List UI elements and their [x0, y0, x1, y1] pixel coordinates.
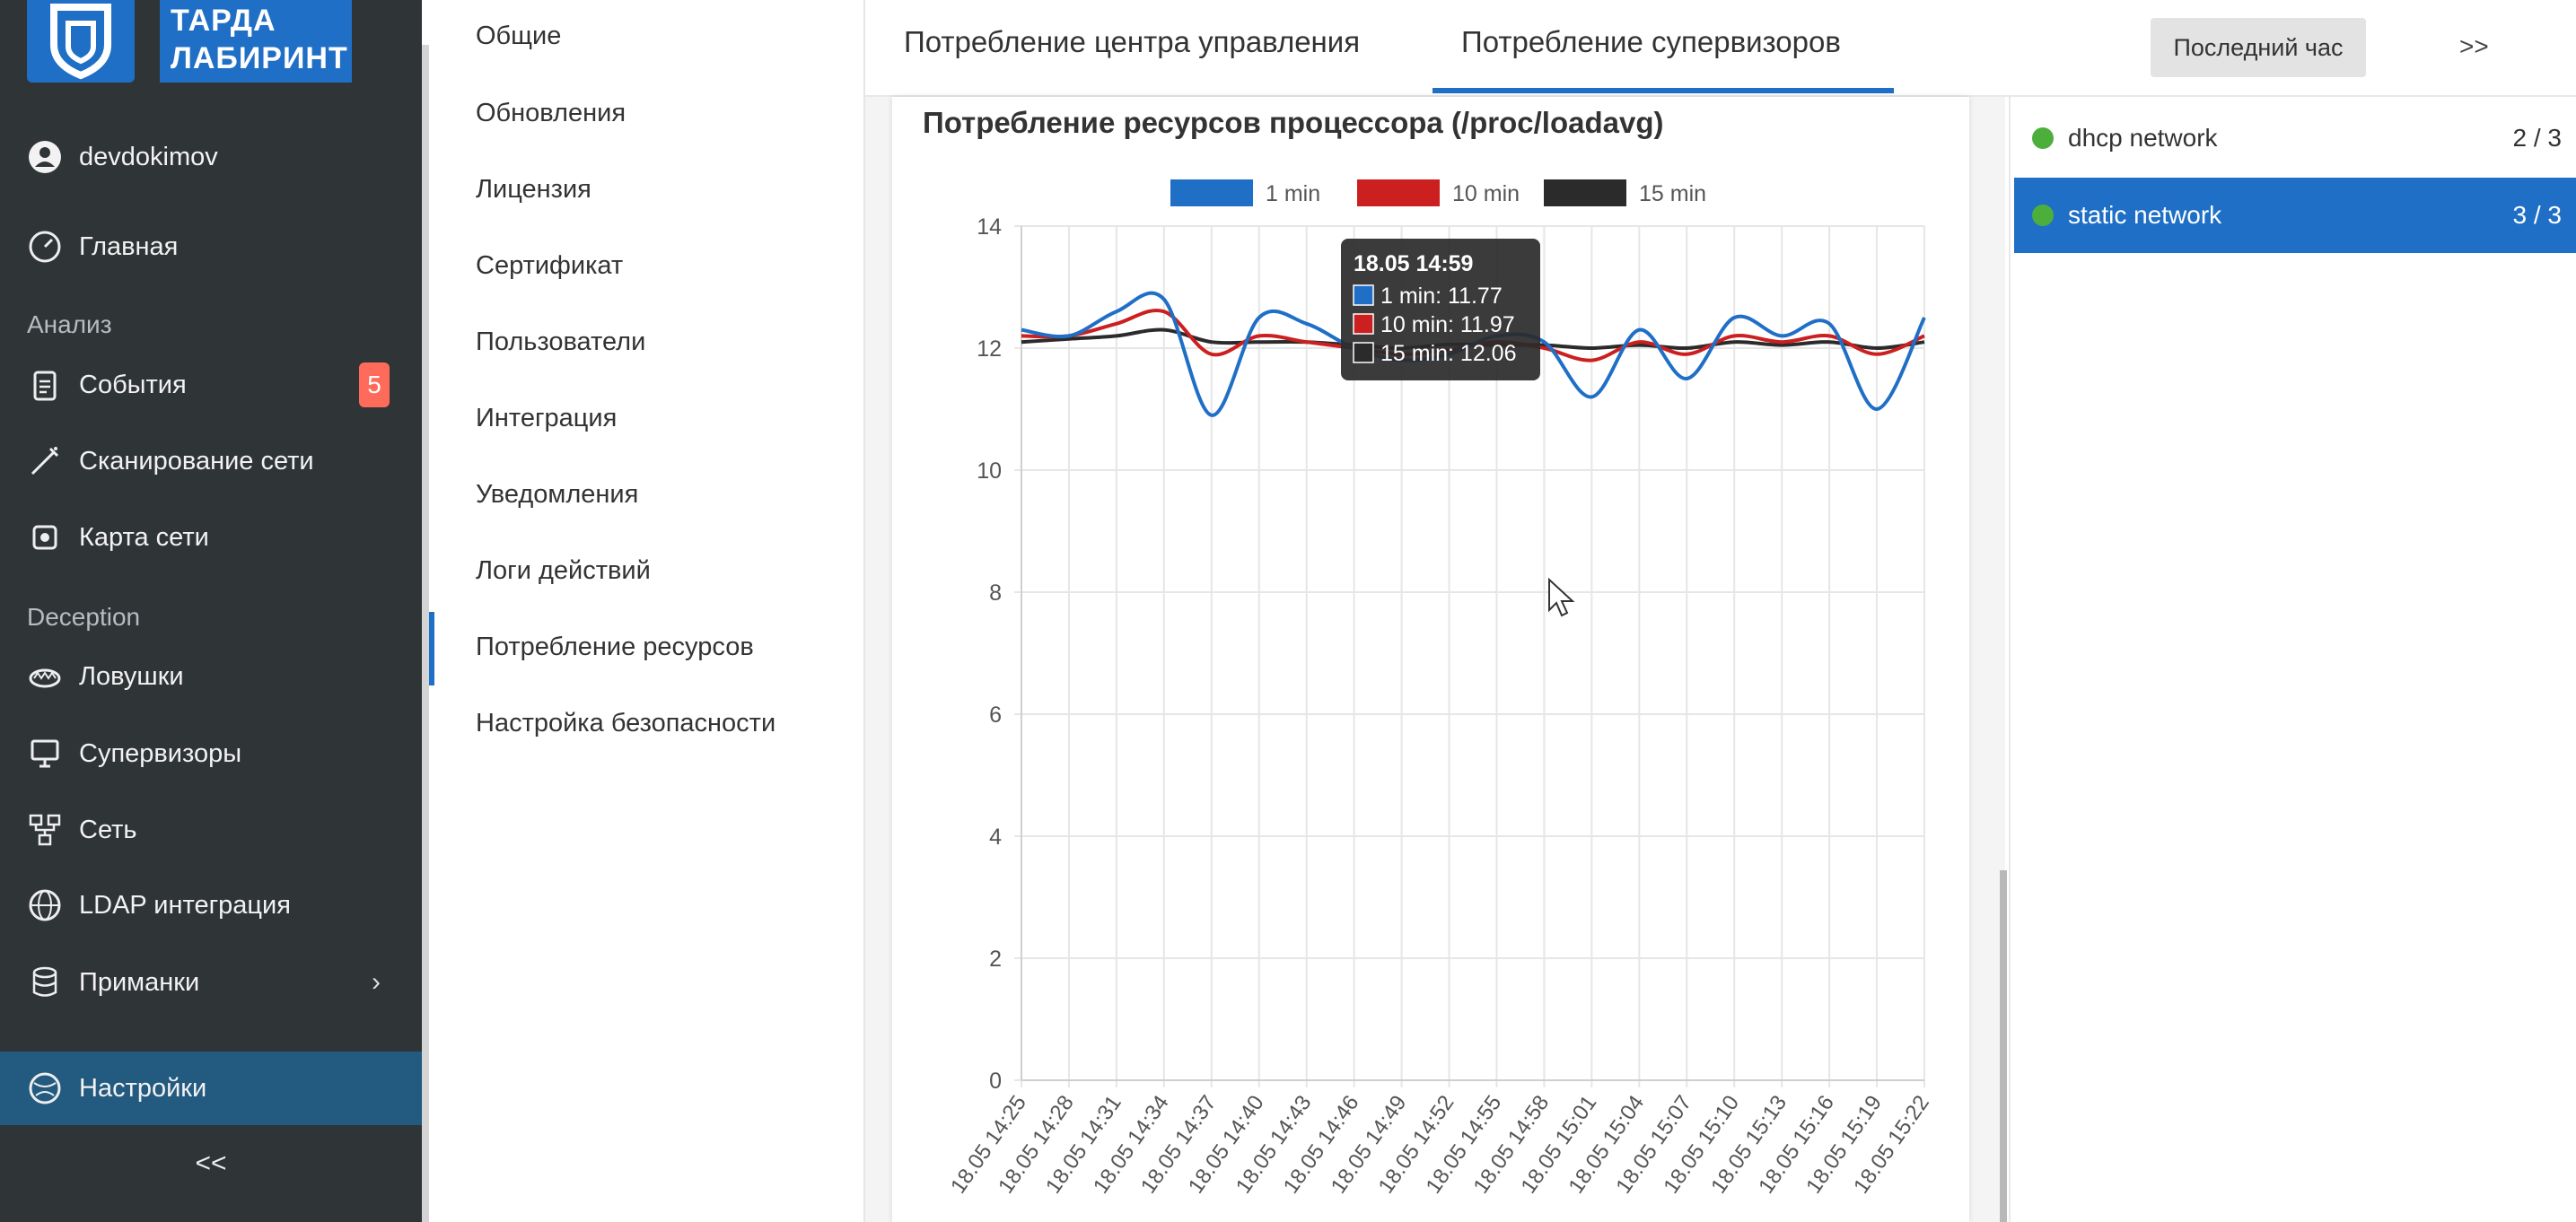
legend-swatch	[1544, 179, 1626, 206]
nav-events-label: События	[79, 370, 187, 399]
tooltip-box	[1341, 239, 1540, 380]
submenu-certificate[interactable]: Сертификат	[476, 251, 624, 280]
chart-title: Потребление ресурсов процессора (/proc/l…	[923, 106, 1664, 139]
supervisor-item[interactable]: dhcp network 2 / 3	[2014, 100, 2576, 176]
submenu-updates[interactable]: Обновления	[476, 99, 626, 127]
nav-network-scan[interactable]: Сканирование сети	[0, 428, 422, 494]
sidebar-scrollbar[interactable]	[422, 45, 429, 1222]
submenu-general[interactable]: Общие	[476, 22, 562, 50]
tooltip-value: 15 min: 12.06	[1380, 341, 1517, 366]
nav-settings-label: Настройки	[79, 1073, 207, 1103]
username: devdokimov	[79, 142, 218, 171]
nav-network-map[interactable]: Карта сети	[0, 504, 422, 571]
trap-icon	[27, 659, 63, 694]
status-online-icon	[2032, 127, 2054, 149]
submenu-active-indicator	[429, 612, 434, 685]
mouse-cursor-icon	[1548, 578, 1575, 617]
period-select-button[interactable]: Последний час	[2151, 18, 2366, 77]
tooltip-swatch	[1353, 313, 1374, 335]
content-scrollbar[interactable]	[2000, 870, 2007, 1222]
y-tick-label: 6	[989, 703, 1002, 728]
nav-ldap[interactable]: LDAP интеграция	[0, 872, 422, 938]
nav-network-map-label: Карта сети	[79, 522, 209, 552]
monitor-icon	[27, 736, 63, 772]
nav-traps[interactable]: Ловушки	[0, 643, 422, 710]
y-tick-label: 8	[989, 580, 1002, 606]
submenu-security-settings[interactable]: Настройка безопасности	[476, 709, 776, 738]
expand-button[interactable]: >>	[2459, 32, 2489, 60]
clipboard-icon	[27, 367, 63, 403]
nav-network-scan-label: Сканирование сети	[79, 446, 314, 476]
user-icon	[27, 139, 63, 175]
settings-submenu: Общие Обновления Лицензия Сертификат Пол…	[429, 0, 865, 1222]
y-tick-label: 14	[977, 214, 1002, 240]
y-tick-label: 2	[989, 947, 1002, 972]
tooltip-swatch	[1353, 284, 1374, 306]
nav-supervisors-label: Супервизоры	[79, 738, 242, 768]
legend-label: 10 min	[1452, 181, 1520, 206]
tooltip-title: 18.05 14:59	[1354, 251, 1473, 276]
y-tick-label: 12	[977, 336, 1002, 362]
nav-home-label: Главная	[79, 231, 179, 261]
section-deception: Deception	[27, 603, 141, 631]
supervisors-list-panel	[2009, 97, 2576, 1222]
nav-home[interactable]: Главная	[0, 214, 422, 280]
nav-supervisors[interactable]: Супервизоры	[0, 720, 422, 787]
supervisor-name: dhcp network	[2068, 124, 2218, 152]
active-tab-indicator	[1433, 88, 1894, 93]
y-tick-label: 4	[989, 825, 1002, 850]
nav-baits[interactable]: Приманки ›	[0, 949, 422, 1016]
legend-label: 15 min	[1639, 181, 1706, 206]
events-count-badge: 5	[359, 362, 390, 407]
supervisor-item-selected[interactable]: static network 3 / 3	[2014, 178, 2576, 253]
legend-label: 1 min	[1266, 181, 1320, 206]
nav-traps-label: Ловушки	[79, 661, 184, 691]
nav-ldap-label: LDAP интеграция	[79, 890, 291, 920]
status-online-icon	[2032, 205, 2054, 226]
section-analysis: Анализ	[27, 310, 112, 338]
nav-baits-label: Приманки	[79, 967, 200, 997]
nav-network-label: Сеть	[79, 815, 137, 844]
supervisor-name: static network	[2068, 201, 2222, 229]
settings-globe-icon	[27, 1070, 63, 1106]
y-tick-label: 0	[989, 1069, 1002, 1094]
tooltip-swatch	[1353, 342, 1374, 363]
network-map-icon	[27, 519, 63, 555]
user-profile[interactable]: devdokimov	[0, 124, 422, 190]
chevron-right-icon: ›	[372, 967, 381, 997]
tooltip-value: 10 min: 11.97	[1380, 312, 1515, 337]
nav-settings[interactable]: Настройки	[0, 1052, 422, 1125]
logo-icon[interactable]	[27, 0, 135, 83]
collapse-sidebar-button[interactable]: <<	[195, 1148, 227, 1178]
logo-text: ТАРДА ЛАБИРИНТ	[160, 0, 352, 83]
database-icon	[27, 965, 63, 1000]
tooltip-value: 1 min: 11.77	[1380, 284, 1503, 309]
legend-swatch	[1357, 179, 1440, 206]
submenu-license[interactable]: Лицензия	[476, 175, 591, 204]
tab-supervisors-usage[interactable]: Потребление супервизоров	[1461, 25, 1841, 58]
submenu-users[interactable]: Пользователи	[476, 327, 646, 356]
dashboard-gauge-icon	[27, 229, 63, 265]
submenu-notifications[interactable]: Уведомления	[476, 480, 639, 509]
supervisor-count: 3 / 3	[2512, 201, 2562, 229]
submenu-resource-usage[interactable]: Потребление ресурсов	[476, 633, 754, 661]
nav-network[interactable]: Сеть	[0, 797, 422, 863]
nav-events[interactable]: События 5	[0, 352, 422, 418]
network-nodes-icon	[27, 812, 63, 848]
legend-swatch	[1170, 179, 1253, 206]
main-sidebar: ТАРДА ЛАБИРИНТ devdokimov Главная Анализ…	[0, 0, 422, 1222]
submenu-action-logs[interactable]: Логи действий	[476, 556, 651, 585]
scan-wand-icon	[27, 443, 63, 479]
tab-center-usage[interactable]: Потребление центра управления	[904, 25, 1361, 58]
globe-icon	[27, 887, 63, 923]
y-tick-label: 10	[977, 458, 1002, 484]
submenu-integration[interactable]: Интеграция	[476, 404, 618, 432]
supervisor-count: 2 / 3	[2512, 124, 2562, 152]
